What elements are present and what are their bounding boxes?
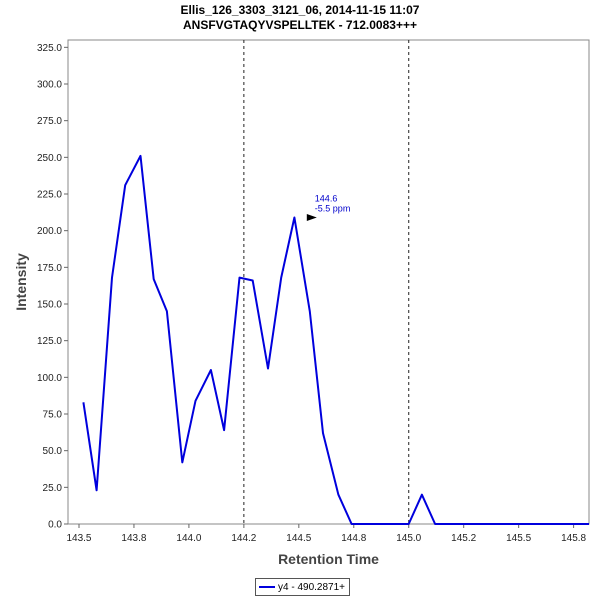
y-tick-label: 225.0 — [37, 190, 62, 201]
legend-swatch — [259, 586, 275, 588]
series-line — [82, 154, 589, 525]
peak-arrow-icon — [306, 213, 317, 221]
y-axis-title: Intensity — [13, 253, 29, 311]
x-tick-label: 144.2 — [231, 533, 256, 544]
y-tick-label: 200.0 — [37, 226, 62, 237]
x-tick-label: 144.0 — [176, 533, 201, 544]
y-tick-label: 275.0 — [37, 116, 62, 127]
chart-subtitle: ANSFVGTAQYVSPELLTEK - 712.0083+++ — [183, 18, 417, 32]
peak-annotation-text: -5.5 ppm — [315, 203, 351, 213]
x-tick-label: 144.8 — [341, 533, 366, 544]
legend: y4 - 490.2871+ — [255, 578, 350, 596]
chart-title: Ellis_126_3303_3121_06, 2014-11-15 11:07 — [180, 3, 420, 17]
y-tick-label: 75.0 — [43, 410, 63, 421]
y-tick-label: 125.0 — [37, 336, 62, 347]
y-tick-label: 50.0 — [43, 446, 63, 457]
y-tick-label: 100.0 — [37, 373, 62, 384]
legend-label: y4 - 490.2871+ — [278, 581, 345, 593]
y-tick-label: 0.0 — [48, 520, 62, 531]
x-tick-label: 145.5 — [506, 533, 531, 544]
peak-annotation-text: 144.6 — [315, 193, 338, 203]
x-tick-label: 145.2 — [451, 533, 476, 544]
x-tick-label: 143.5 — [66, 533, 91, 544]
x-axis-title: Retention Time — [278, 551, 379, 567]
y-tick-label: 25.0 — [43, 483, 63, 494]
x-tick-label: 145.8 — [561, 533, 586, 544]
x-tick-label: 144.5 — [286, 533, 311, 544]
x-tick-label: 143.8 — [121, 533, 146, 544]
y-tick-label: 325.0 — [37, 43, 62, 54]
y-tick-label: 250.0 — [37, 153, 62, 164]
y-tick-label: 175.0 — [37, 263, 62, 274]
y-tick-label: 300.0 — [37, 80, 62, 91]
x-tick-label: 145.0 — [396, 533, 421, 544]
y-tick-label: 150.0 — [37, 300, 62, 311]
